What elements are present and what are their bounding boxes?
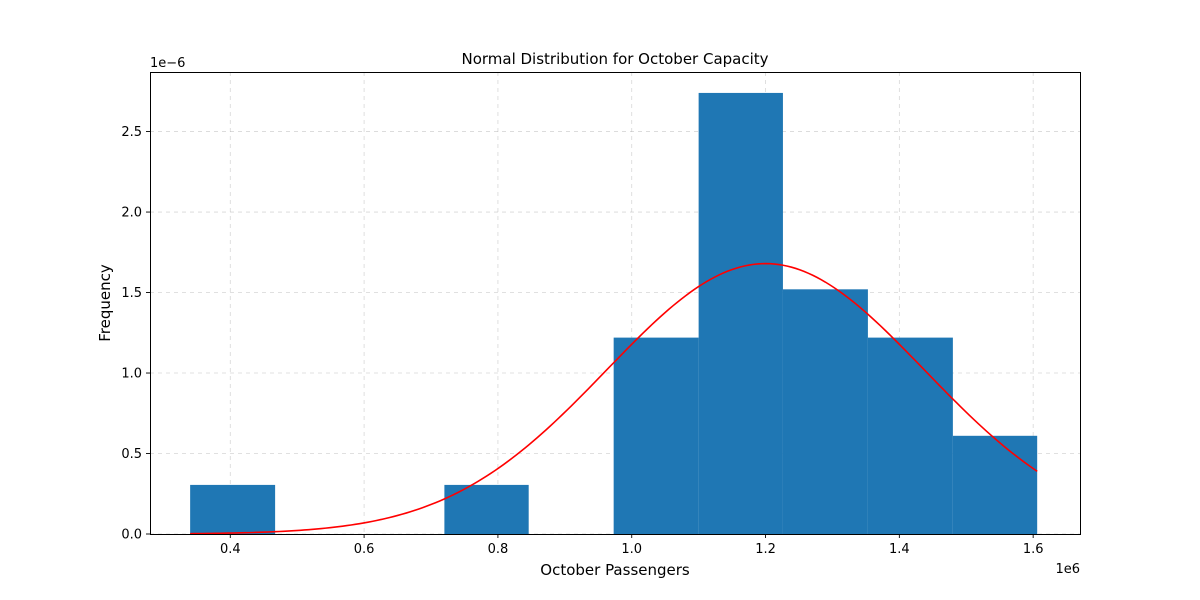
x-tick-label: 1.4	[889, 542, 910, 557]
x-tick-label: 1.0	[621, 542, 642, 557]
histogram-bar	[867, 337, 953, 534]
x-tick-label: 0.8	[488, 542, 509, 557]
x-tick-label: 0.6	[354, 542, 375, 557]
y-tick-label: 0.5	[121, 447, 142, 462]
y-tick-label: 1.0	[121, 367, 142, 382]
histogram-bar	[952, 435, 1038, 534]
plot-frame	[150, 72, 1081, 535]
y-tick-label: 1.5	[121, 286, 142, 301]
x-tick-label: 1.6	[1023, 542, 1044, 557]
x-axis-ticks: 0.4 0.6 0.8 1.0 1.2 1.4 1.6	[220, 534, 1044, 557]
x-axis-label: October Passengers	[540, 561, 690, 579]
histogram-bar	[698, 92, 783, 535]
y-tick-label: 2.5	[121, 125, 142, 140]
chart-title: Normal Distribution for October Capacity	[461, 50, 768, 68]
y-axis-ticks: 0.0 0.5 1.0 1.5 2.0 2.5	[121, 125, 150, 543]
x-tick-label: 0.4	[220, 542, 241, 557]
histogram-bar	[782, 289, 868, 534]
y-axis-label: Frequency	[96, 264, 114, 342]
normal-curve-layer	[190, 262, 1038, 535]
histogram-bar	[190, 484, 276, 534]
normal-distribution-curve	[190, 262, 1038, 535]
x-tick-label: 1.2	[755, 542, 776, 557]
y-tick-label: 2.0	[121, 206, 142, 221]
y-tick-label: 0.0	[121, 528, 142, 543]
histogram-bar	[613, 337, 699, 534]
x-axis-offset-text: 1e6	[1055, 562, 1080, 577]
y-axis-offset-text: 1e−6	[150, 56, 185, 71]
